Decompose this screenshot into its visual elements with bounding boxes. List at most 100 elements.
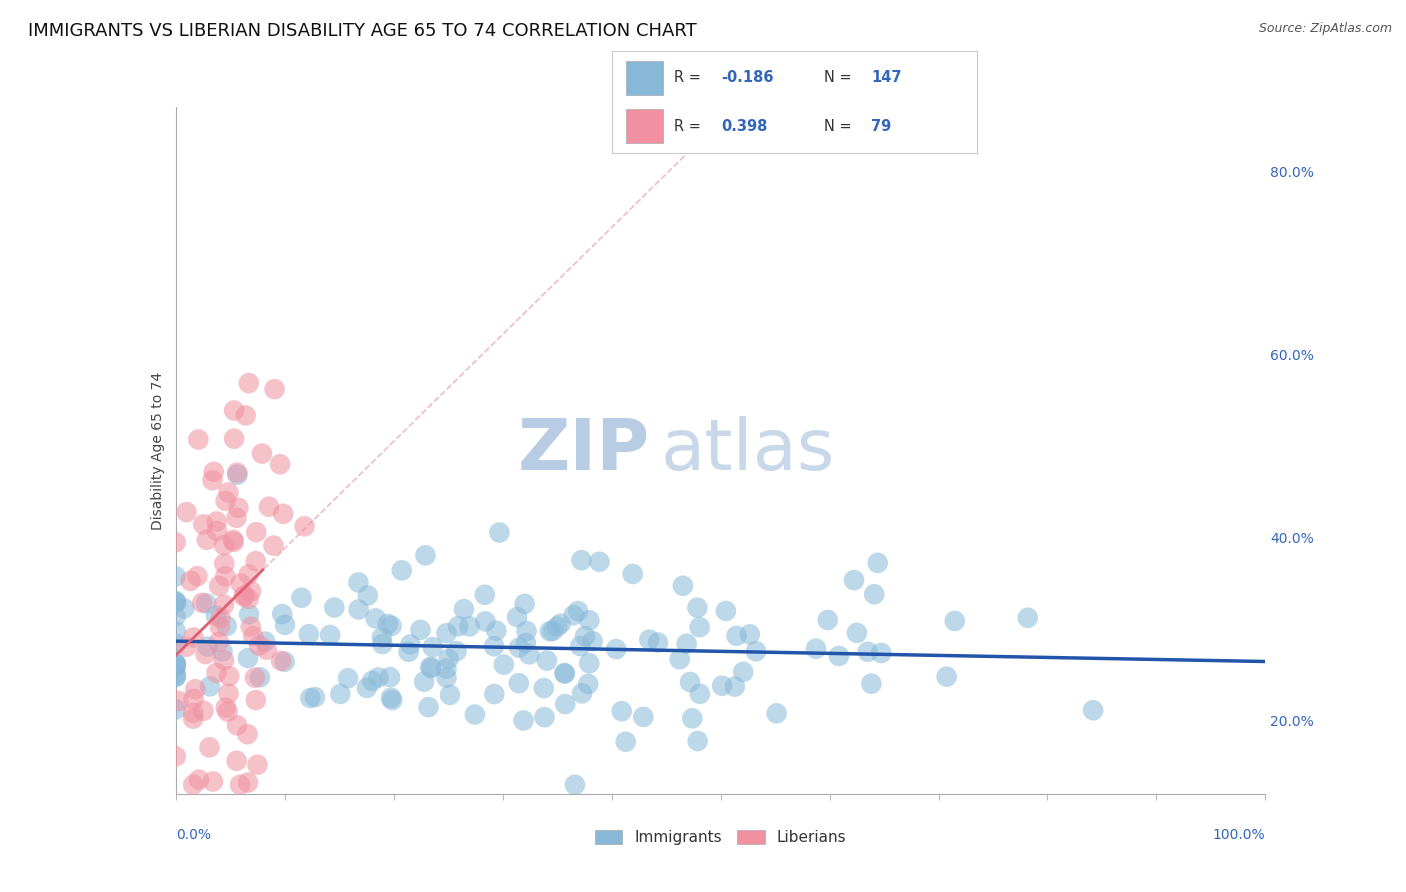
Point [418, 700, 440, 714]
Point [191, 596, 214, 610]
Point [183, 692, 205, 706]
Point [515, 624, 537, 638]
Point [711, 679, 734, 693]
Point [453, 602, 475, 616]
Point [371, 637, 394, 651]
Point [165, 595, 187, 609]
Point [236, 651, 259, 665]
Point [399, 637, 422, 651]
Point [194, 647, 217, 661]
Point [647, 635, 669, 649]
Legend: Immigrants, Liberians: Immigrants, Liberians [589, 824, 852, 852]
Point [733, 665, 755, 679]
Point [246, 757, 269, 772]
Point [205, 608, 228, 623]
Point [181, 706, 204, 720]
Point [679, 675, 702, 690]
Point [247, 639, 270, 653]
Point [870, 646, 893, 660]
Point [845, 625, 868, 640]
Point [420, 661, 443, 675]
Point [165, 535, 187, 549]
Point [173, 601, 195, 615]
Point [218, 669, 240, 683]
Point [569, 639, 592, 653]
Text: ZIP: ZIP [517, 416, 650, 485]
Point [409, 623, 432, 637]
Point [240, 584, 263, 599]
Point [165, 569, 187, 583]
Point [298, 627, 321, 641]
Point [183, 631, 205, 645]
Point [235, 409, 257, 423]
Point [214, 557, 236, 571]
Point [226, 718, 249, 732]
Point [181, 712, 204, 726]
Point [638, 632, 661, 647]
Text: R =: R = [673, 119, 706, 134]
Point [208, 635, 231, 649]
Point [222, 403, 245, 417]
Point [347, 575, 370, 590]
Point [218, 485, 240, 500]
Point [935, 670, 957, 684]
Point [271, 507, 294, 521]
Point [492, 657, 515, 672]
Point [181, 778, 204, 792]
Point [193, 517, 215, 532]
Point [474, 615, 496, 629]
Point [614, 735, 637, 749]
Point [482, 640, 505, 654]
Point [212, 598, 235, 612]
Point [176, 505, 198, 519]
Point [195, 533, 218, 547]
Point [184, 682, 207, 697]
Point [212, 653, 235, 667]
Point [464, 707, 486, 722]
Point [738, 627, 761, 641]
Point [675, 637, 697, 651]
Point [263, 382, 285, 396]
Point [447, 619, 470, 633]
Point [689, 687, 711, 701]
Point [226, 467, 249, 482]
Point [269, 457, 291, 471]
Point [380, 619, 402, 633]
Point [165, 669, 187, 683]
Point [167, 694, 190, 708]
Point [724, 680, 747, 694]
Point [211, 644, 233, 658]
Point [226, 466, 249, 480]
Point [290, 591, 312, 605]
Point [533, 681, 555, 695]
Point [458, 619, 481, 633]
Point [588, 555, 610, 569]
Point [856, 645, 879, 659]
Point [165, 637, 187, 651]
Point [198, 740, 221, 755]
Text: R =: R = [673, 70, 706, 85]
Point [842, 573, 865, 587]
Text: atlas: atlas [661, 416, 835, 485]
Point [828, 648, 851, 663]
Point [436, 671, 458, 685]
Point [165, 666, 187, 681]
Point [553, 666, 575, 681]
Point [515, 636, 537, 650]
Point [243, 671, 266, 685]
Point [165, 624, 187, 638]
Point [232, 590, 254, 604]
Point [294, 519, 316, 533]
Point [273, 655, 295, 669]
Text: Source: ZipAtlas.com: Source: ZipAtlas.com [1258, 22, 1392, 36]
Point [419, 660, 441, 674]
Text: 0.398: 0.398 [721, 119, 768, 134]
Point [208, 579, 231, 593]
Point [381, 693, 404, 707]
Point [681, 711, 703, 725]
Point [866, 556, 889, 570]
Point [378, 670, 401, 684]
Point [391, 563, 413, 577]
Point [195, 596, 218, 610]
Point [202, 465, 225, 479]
